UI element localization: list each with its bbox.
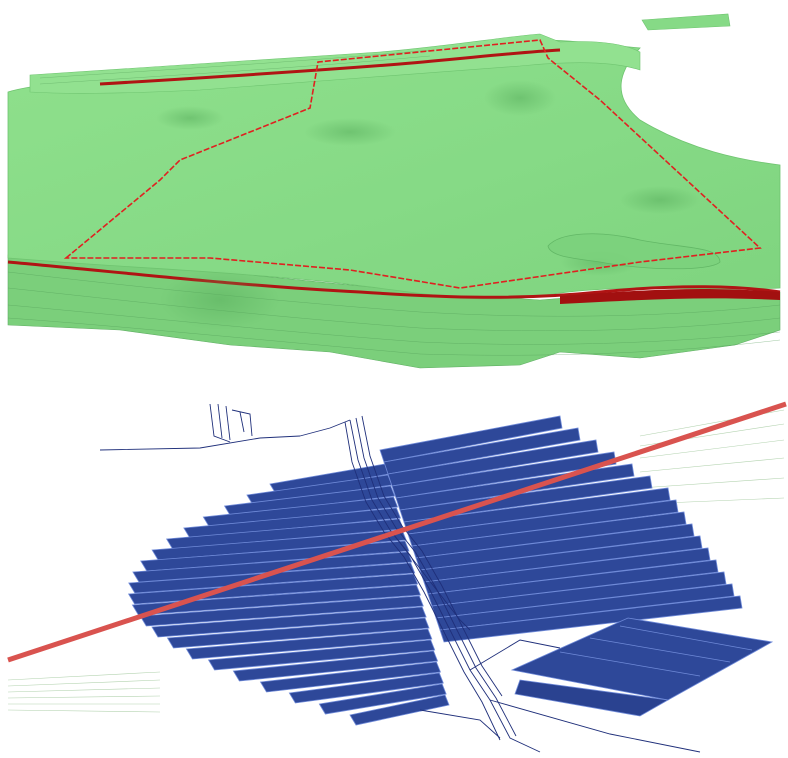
- strata-texture: [7, 271, 781, 356]
- surface-depression: [160, 270, 280, 330]
- seam-panel: [383, 427, 581, 475]
- section-edge-bottom: [7, 260, 781, 299]
- seam-panel: [349, 694, 450, 726]
- section-edge-top: [99, 48, 561, 86]
- surface-depression: [156, 106, 224, 130]
- seam-panel: [202, 496, 399, 528]
- seam-panel: [387, 439, 599, 487]
- seam-panel: [423, 547, 711, 595]
- seam-panel: [435, 583, 735, 631]
- seam-panel-view: [0, 380, 788, 758]
- roadway-network: [99, 403, 701, 753]
- surface-depression: [304, 118, 396, 146]
- seam-panel: [223, 485, 396, 517]
- seam-panel: [128, 562, 416, 594]
- seam-panel: [379, 415, 563, 463]
- terrain-surface-view: [7, 13, 781, 369]
- panel-seam-line: [619, 625, 753, 651]
- seam-panel: [288, 672, 444, 704]
- lower-right-panel-block: [510, 617, 774, 717]
- seam-panel: [391, 451, 617, 499]
- seam-panel: [131, 584, 422, 616]
- seam-panel: [439, 595, 743, 643]
- terrain-fragment: [641, 13, 731, 31]
- seam-panel: [166, 617, 430, 649]
- ridge-texture: [39, 49, 431, 85]
- seam-panel: [151, 606, 427, 638]
- right-panel-block: [379, 415, 743, 643]
- left-panel-block: [127, 463, 450, 726]
- surface-mound: [547, 233, 721, 270]
- seam-panel: [185, 628, 433, 660]
- seam-panel: [514, 679, 670, 717]
- seam-panel: [259, 661, 441, 693]
- seam-panel: [427, 559, 719, 607]
- boundary-outline: [63, 39, 762, 289]
- panel-seam-line: [559, 651, 701, 677]
- seam-panel: [183, 507, 401, 539]
- fault-line: [7, 401, 787, 663]
- seam-panel: [510, 617, 774, 701]
- terrain-surface-svg: [7, 13, 781, 369]
- seam-panel: [415, 523, 695, 571]
- panel-seam-line: [589, 637, 731, 663]
- surface-depression: [620, 186, 700, 214]
- surface-depression: [484, 80, 556, 116]
- seam-panel: [318, 683, 447, 715]
- seam-panel: [407, 499, 679, 547]
- strata-lines: [7, 409, 785, 713]
- seam-panel: [139, 595, 424, 627]
- seam-panel: [411, 511, 687, 559]
- seam-panel-svg: [7, 401, 787, 753]
- seam-panel: [232, 650, 439, 682]
- seam-panel: [207, 639, 436, 671]
- section-edge-thick: [560, 289, 780, 304]
